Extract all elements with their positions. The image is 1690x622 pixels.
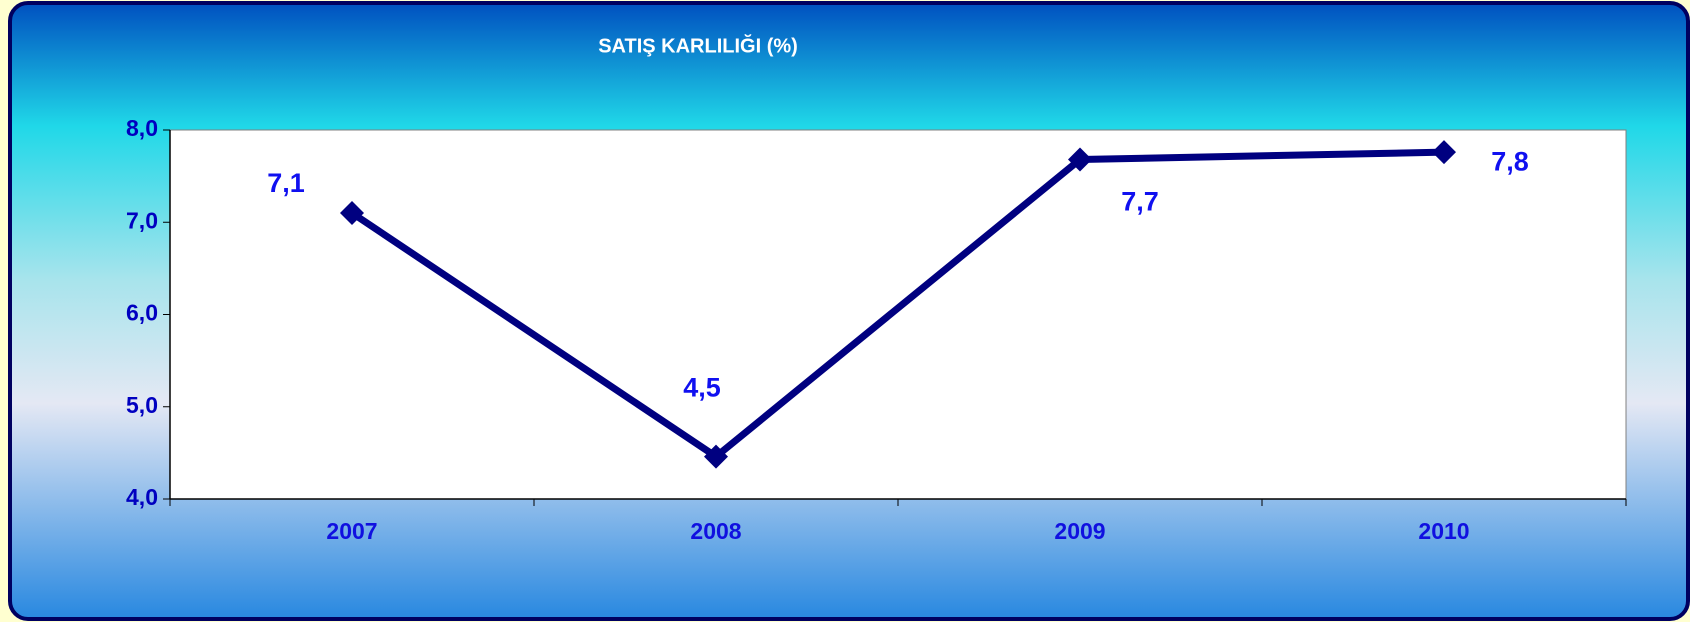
data-label: 4,5 (683, 373, 721, 403)
y-tick-label: 7,0 (126, 207, 158, 233)
x-tick-label: 2008 (690, 518, 741, 544)
x-tick-label: 2007 (326, 518, 377, 544)
data-point (1068, 147, 1092, 172)
y-tick-label: 4,0 (126, 484, 158, 510)
data-point (340, 201, 364, 226)
data-label: 7,1 (267, 168, 305, 198)
y-tick-label: 6,0 (126, 300, 158, 326)
x-tick-label: 2009 (1054, 518, 1105, 544)
data-point (704, 444, 728, 469)
y-tick-label: 8,0 (126, 115, 158, 141)
data-label: 7,7 (1121, 187, 1159, 217)
series-line (350, 148, 1445, 461)
chart-title: SATIŞ KARLILIĞI (%) (598, 33, 798, 57)
plot-area (169, 129, 1627, 500)
data-point (1432, 140, 1456, 165)
x-tick-label: 2010 (1418, 518, 1469, 544)
y-tick-label: 5,0 (126, 392, 158, 418)
data-label: 7,8 (1491, 146, 1529, 176)
